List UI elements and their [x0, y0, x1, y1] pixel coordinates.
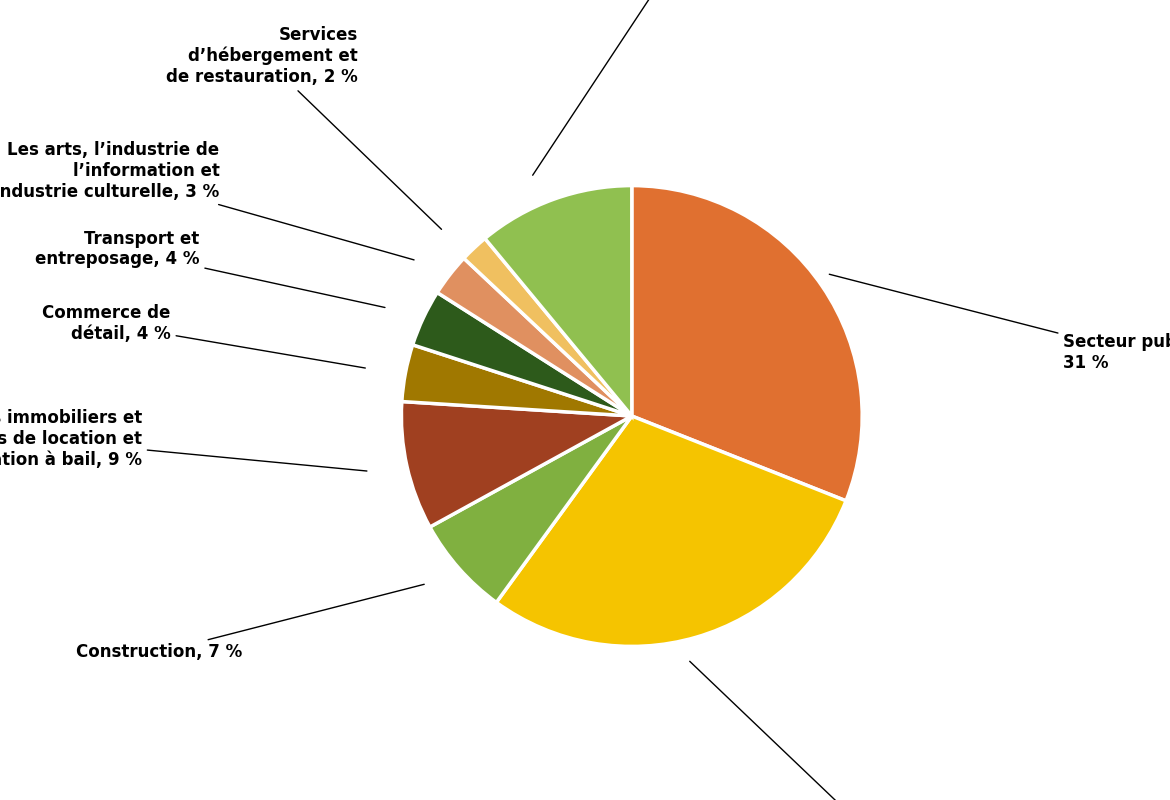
Text: Transport et
entreposage, 4 %: Transport et entreposage, 4 %: [35, 230, 385, 307]
Text: Services
d’hébergement et
de restauration, 2 %: Services d’hébergement et de restauratio…: [166, 26, 441, 230]
Text: Autre, 11 %: Autre, 11 %: [532, 0, 724, 175]
Wedge shape: [438, 258, 632, 416]
Text: Commerce de
détail, 4 %: Commerce de détail, 4 %: [42, 305, 365, 368]
Wedge shape: [413, 293, 632, 416]
Wedge shape: [496, 416, 846, 646]
Wedge shape: [401, 345, 632, 416]
Wedge shape: [401, 402, 632, 527]
Text: Extraction minière,
29 %: Extraction minière, 29 %: [690, 662, 980, 800]
Wedge shape: [463, 238, 632, 416]
Text: Construction, 7 %: Construction, 7 %: [76, 584, 425, 661]
Wedge shape: [484, 186, 632, 416]
Wedge shape: [632, 186, 862, 501]
Wedge shape: [429, 416, 632, 602]
Text: Services immobiliers et
services de location et
de location à bail, 9 %: Services immobiliers et services de loca…: [0, 410, 367, 471]
Text: Les arts, l’industrie de
l’information et
l’industrie culturelle, 3 %: Les arts, l’industrie de l’information e…: [0, 142, 414, 260]
Text: Secteur public,
31 %: Secteur public, 31 %: [830, 274, 1170, 372]
